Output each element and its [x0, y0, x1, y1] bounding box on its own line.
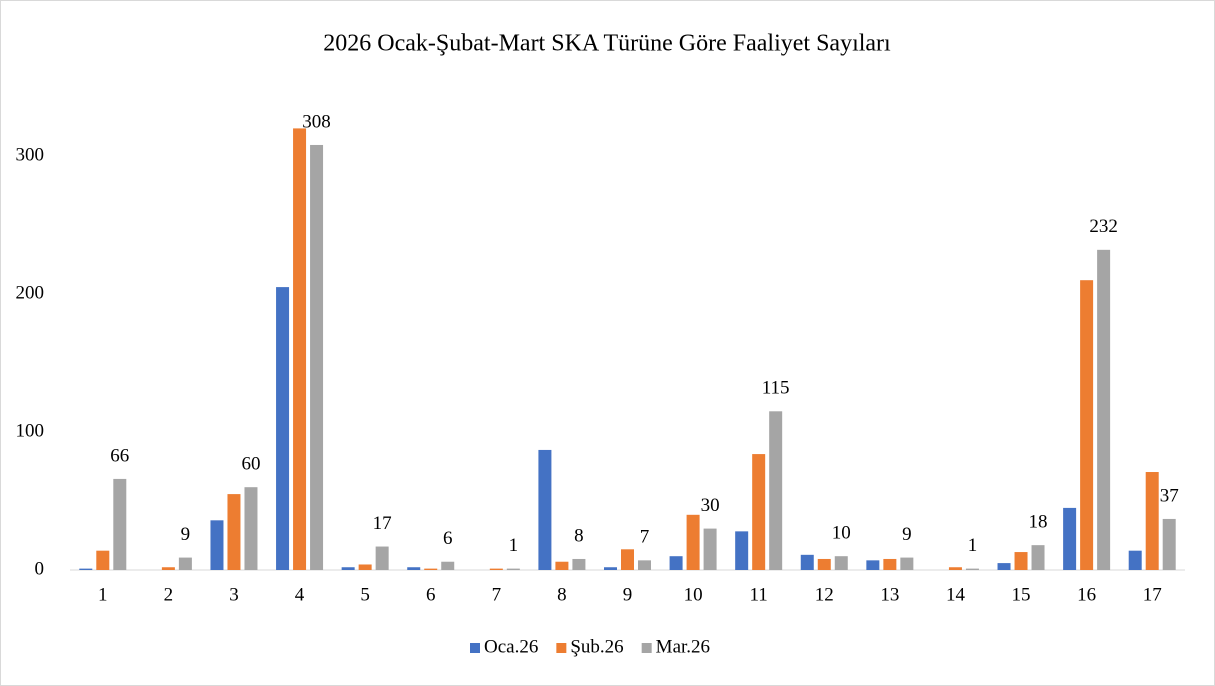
- y-tick-label: 200: [16, 282, 45, 303]
- bar: [866, 560, 880, 570]
- x-tick-label: 11: [750, 584, 768, 605]
- bar: [883, 558, 897, 570]
- bar: [800, 554, 814, 570]
- x-tick-label: 1: [98, 584, 108, 605]
- bar: [834, 556, 848, 570]
- bar: [1014, 552, 1028, 570]
- x-tick-label: 4: [295, 584, 305, 605]
- bar: [310, 144, 324, 570]
- bar: [276, 287, 290, 570]
- data-label: 8: [574, 525, 584, 546]
- data-label: 1: [509, 535, 519, 556]
- x-tick-label: 16: [1077, 584, 1096, 605]
- bar: [686, 514, 700, 570]
- data-label: 30: [701, 495, 720, 516]
- bar: [1063, 507, 1077, 570]
- bar: [604, 567, 617, 570]
- bar: [1080, 280, 1094, 570]
- bar: [113, 478, 127, 570]
- bar: [621, 549, 634, 570]
- bar: [293, 128, 307, 570]
- legend-swatch: [470, 643, 480, 653]
- data-label: 6: [443, 528, 453, 549]
- bar: [407, 567, 421, 570]
- chart-title: 2026 Ocak-Şubat-Mart SKA Türüne Göre Faa…: [323, 31, 891, 57]
- bar: [703, 528, 717, 570]
- data-label: 1: [968, 535, 978, 556]
- bar: [210, 520, 224, 570]
- bar: [1145, 472, 1159, 570]
- x-tick-label: 14: [946, 584, 966, 605]
- bar: [341, 567, 355, 570]
- data-label: 232: [1089, 216, 1118, 237]
- bar: [358, 564, 372, 570]
- bar: [965, 568, 979, 570]
- x-tick-label: 7: [492, 584, 502, 605]
- legend-label: Mar.26: [656, 636, 710, 657]
- x-tick-label: 12: [815, 584, 834, 605]
- x-tick-label: 2: [164, 584, 174, 605]
- bar: [1031, 545, 1045, 570]
- data-label: 9: [181, 524, 191, 545]
- x-tick-label: 10: [684, 584, 703, 605]
- x-tick-label: 9: [623, 584, 633, 605]
- bar: [1097, 249, 1111, 570]
- bar: [538, 449, 552, 570]
- bar: [638, 560, 651, 570]
- bar: [1162, 518, 1176, 570]
- x-tick-label: 3: [229, 584, 239, 605]
- bar: [817, 558, 831, 570]
- bar: [948, 567, 962, 570]
- data-label: 115: [762, 378, 790, 399]
- data-label: 17: [373, 513, 392, 534]
- data-label: 10: [832, 523, 851, 544]
- bar: [161, 567, 175, 570]
- x-tick-label: 8: [557, 584, 567, 605]
- bar: [1128, 550, 1142, 570]
- bar: [669, 556, 683, 570]
- data-label: 7: [640, 527, 650, 548]
- y-tick-label: 300: [16, 144, 45, 165]
- bar: [424, 568, 438, 570]
- bar: [997, 563, 1011, 570]
- bar: [769, 411, 783, 570]
- bar: [900, 557, 914, 570]
- bar: [555, 561, 569, 570]
- legend-label: Oca.26: [484, 636, 538, 657]
- data-label: 18: [1029, 512, 1048, 533]
- bar: [178, 557, 192, 570]
- x-tick-label: 5: [360, 584, 370, 605]
- bar: [227, 494, 241, 570]
- bar: [506, 568, 520, 570]
- x-tick-label: 17: [1143, 584, 1162, 605]
- y-tick-label: 100: [16, 420, 45, 441]
- data-label: 37: [1160, 485, 1179, 506]
- legend-swatch: [641, 643, 652, 653]
- bar: [96, 550, 110, 570]
- data-label: 66: [110, 445, 129, 466]
- x-tick-label: 6: [426, 584, 436, 605]
- y-tick-label: 0: [35, 558, 45, 579]
- legend-label: Şub.26: [570, 636, 623, 657]
- bar: [572, 558, 586, 570]
- bar: [244, 487, 258, 570]
- bar: [375, 546, 389, 570]
- x-tick-label: 15: [1012, 584, 1031, 605]
- bar: [441, 561, 455, 570]
- bar: [735, 531, 749, 570]
- bar: [489, 568, 503, 570]
- bar: [752, 454, 766, 570]
- data-label: 308: [302, 111, 331, 132]
- legend-swatch: [556, 643, 567, 653]
- bar: [79, 568, 93, 570]
- x-tick-label: 13: [880, 584, 899, 605]
- data-label: 9: [902, 524, 912, 545]
- data-label: 60: [241, 454, 260, 475]
